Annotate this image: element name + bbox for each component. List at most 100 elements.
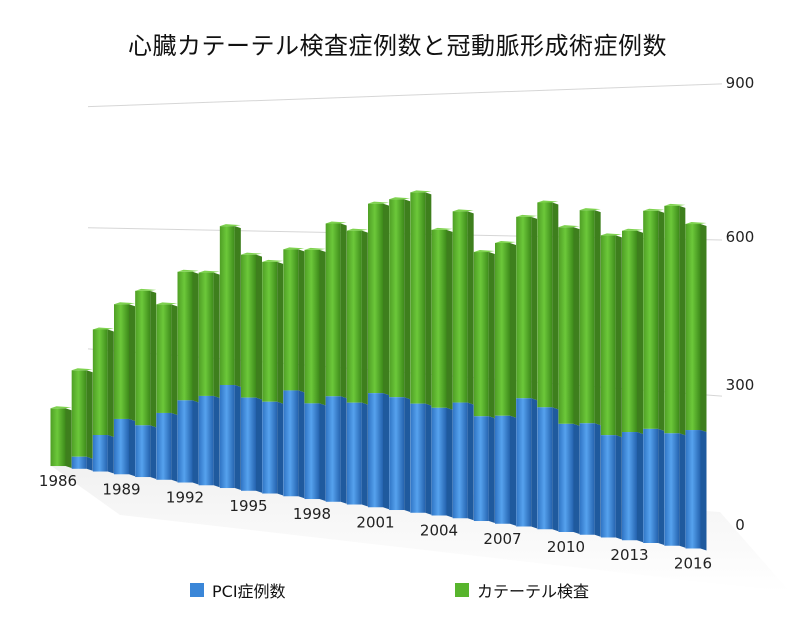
bar-catheter-2009 (537, 202, 553, 408)
bar-pci-2014 (643, 428, 659, 543)
bar-catheter-1994 (219, 226, 235, 385)
bar-group-2009 (537, 200, 559, 532)
bar-catheter-side-1988 (107, 329, 114, 438)
bar-catheter-2000 (346, 230, 362, 403)
bar-pci-side-2015 (679, 433, 686, 548)
bar-catheter-2015 (664, 205, 680, 434)
bars (50, 190, 707, 551)
y-axis-ticks: 0 300 600 900 (726, 74, 755, 534)
x-tick-label: 1992 (166, 489, 204, 507)
bar-pci-1997 (283, 390, 299, 497)
bar-catheter-top-1990 (135, 288, 157, 291)
bar-catheter-top-1987 (71, 368, 93, 371)
bar-group-2001 (368, 201, 389, 510)
bar-pci-side-1992 (192, 400, 199, 485)
bar-catheter-side-2010 (573, 227, 580, 426)
bar-pci-side-2008 (531, 398, 538, 529)
bar-pci-1992 (177, 400, 193, 483)
bar-catheter-2006 (473, 252, 489, 417)
bar-group-1991 (156, 302, 178, 482)
x-tick-label: 2013 (610, 546, 648, 564)
bar-catheter-side-2009 (552, 202, 559, 410)
bar-catheter-1987 (71, 370, 87, 457)
bar-group-1992 (177, 269, 199, 485)
bar-group-1988 (92, 327, 114, 474)
bar-catheter-top-2015 (664, 203, 686, 206)
bar-catheter-1990 (135, 290, 151, 426)
bar-catheter-top-2002 (389, 197, 411, 200)
bar-pci-2001 (368, 393, 383, 508)
bar-pci-1995 (241, 397, 256, 491)
bar-catheter-top-2009 (537, 200, 559, 203)
bar-pci-side-2007 (510, 415, 516, 526)
bar-catheter-side-2012 (615, 235, 622, 438)
bar-catheter-1988 (92, 329, 108, 436)
bar-pci-side-2012 (615, 435, 622, 540)
bar-pci-2010 (558, 423, 574, 533)
bar-catheter-1995 (241, 254, 256, 398)
bar-catheter-top-1992 (177, 269, 199, 272)
bar-pci-side-2002 (404, 397, 411, 513)
x-tick-label: 2016 (674, 554, 712, 572)
bar-group-1998 (304, 247, 326, 502)
bar-group-2007 (495, 240, 516, 526)
bar-catheter-top-1996 (262, 259, 284, 262)
bar-pci-1993 (198, 395, 214, 486)
bar-pci-side-1989 (129, 418, 135, 477)
bar-catheter-top-2007 (495, 240, 516, 243)
bar-group-1993 (198, 270, 220, 488)
bar-pci-side-2004 (446, 407, 453, 518)
bar-catheter-side-2014 (658, 210, 665, 431)
bar-catheter-side-2007 (510, 242, 516, 418)
bar-pci-1999 (325, 396, 341, 502)
bar-catheter-top-2011 (579, 208, 601, 211)
bar-catheter-top-2014 (643, 208, 665, 211)
bar-catheter-2008 (516, 216, 532, 399)
bar-pci-side-2009 (552, 407, 559, 532)
bar-pci-2012 (600, 435, 616, 538)
bar-catheter-2012 (600, 235, 616, 436)
bar-catheter-1991 (156, 304, 172, 413)
bar-catheter-side-1993 (213, 272, 220, 398)
bar-catheter-side-2011 (594, 210, 601, 426)
bar-catheter-top-2000 (346, 228, 368, 231)
bar-group-1999 (325, 221, 347, 504)
bar-catheter-side-2006 (488, 252, 495, 419)
bar-catheter-side-2001 (383, 203, 389, 396)
bar-pci-2011 (579, 423, 595, 535)
x-tick-label: 2007 (483, 530, 521, 548)
bar-catheter-top-1988 (92, 327, 114, 330)
bar-catheter-top-1999 (325, 221, 347, 224)
bar-pci-1991 (156, 412, 172, 480)
bar-catheter-1998 (304, 249, 320, 404)
bar-catheter-side-1994 (234, 226, 241, 387)
bar-catheter-top-2004 (431, 227, 453, 230)
bar-pci-side-2000 (361, 402, 368, 507)
bar-catheter-side-1990 (150, 290, 157, 428)
bar-pci-2009 (537, 407, 553, 530)
bar-pci-side-1999 (340, 396, 347, 504)
bar-catheter-side-1991 (171, 304, 178, 415)
legend-label-pci: PCI症例数 (212, 582, 286, 601)
bar-catheter-top-1991 (156, 302, 178, 305)
bar-catheter-1986 (50, 408, 66, 467)
bar-pci-2015 (664, 433, 680, 546)
bar-pci-side-2013 (637, 432, 643, 543)
bar-group-2003 (410, 190, 432, 515)
bar-catheter-side-2013 (637, 230, 643, 435)
bar-group-1994 (219, 224, 241, 491)
grid-line (87, 83, 723, 108)
bar-catheter-top-2013 (622, 228, 643, 231)
y-tick-label: 300 (726, 376, 755, 394)
bar-catheter-top-1994 (219, 224, 241, 227)
x-tick-label: 2001 (356, 513, 394, 531)
bar-catheter-2013 (622, 230, 637, 433)
bar-pci-1990 (135, 425, 151, 478)
bar-group-2014 (643, 208, 665, 545)
bar-catheter-side-2004 (446, 229, 453, 410)
bar-pci-2013 (622, 432, 637, 541)
bar-pci-side-1993 (213, 395, 220, 488)
bar-pci-side-1997 (298, 390, 305, 499)
bar-catheter-top-1997 (283, 247, 305, 250)
